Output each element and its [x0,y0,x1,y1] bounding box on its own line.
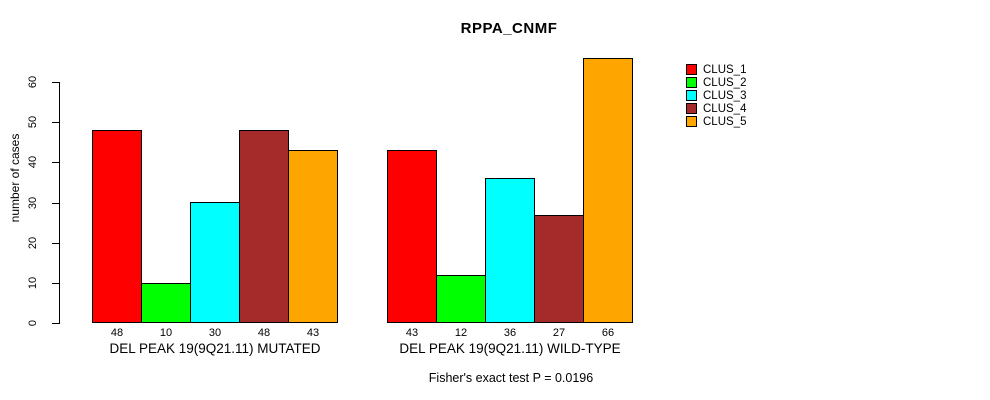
legend-entry-clus_3: CLUS_3 [686,89,746,102]
y-tick-mark [52,323,59,324]
bar-value-label: 48 [257,327,271,339]
bar-clus_1-group2 [387,150,437,323]
legend-label: CLUS_5 [703,115,747,128]
group-label-2: DEL PEAK 19(9Q21.11) WILD-TYPE [399,341,621,356]
legend-label: CLUS_2 [703,76,747,89]
legend-label: CLUS_1 [703,63,747,76]
legend-entry-clus_2: CLUS_2 [686,76,746,89]
y-tick-label: 20 [27,236,39,250]
bar-clus_4-group2 [534,215,584,323]
legend: CLUS_1 CLUS_2 CLUS_3 CLUS_4 CLUS_5 [686,63,746,128]
y-tick-label: 50 [27,115,39,129]
y-axis-label: number of cases [8,133,22,223]
legend-swatch-clus_1 [686,64,697,75]
bar-value-label: 30 [208,327,222,339]
legend-entry-clus_5: CLUS_5 [686,115,746,128]
y-tick-label: 10 [27,276,39,290]
legend-entry-clus_1: CLUS_1 [686,63,746,76]
group-label-1: DEL PEAK 19(9Q21.11) MUTATED [109,341,321,356]
y-tick-label: 0 [27,319,39,327]
y-tick-mark [52,203,59,204]
legend-swatch-clus_3 [686,90,697,101]
bar-clus_4-group1 [239,130,289,323]
y-tick-mark [52,283,59,284]
legend-label: CLUS_4 [703,102,747,115]
y-axis-line [59,82,60,324]
y-tick-mark [52,82,59,83]
legend-swatch-clus_2 [686,77,697,88]
bar-clus_2-group1 [141,283,191,323]
y-tick-label: 60 [27,75,39,89]
y-tick-label: 30 [27,196,39,210]
bar-value-label: 66 [601,327,615,339]
y-tick-mark [52,122,59,123]
legend-swatch-clus_4 [686,103,697,114]
legend-label: CLUS_3 [703,89,747,102]
bar-value-label: 12 [454,327,468,339]
legend-entry-clus_4: CLUS_4 [686,102,746,115]
bar-clus_2-group2 [436,275,486,323]
bar-clus_5-group1 [288,150,338,323]
bar-value-label: 10 [159,327,173,339]
bar-clus_5-group2 [583,58,633,323]
y-tick-label: 40 [27,155,39,169]
bar-clus_3-group1 [190,202,240,323]
chart-title: RPPA_CNMF [460,20,558,37]
bar-value-label: 48 [110,327,124,339]
legend-swatch-clus_5 [686,116,697,127]
bar-value-label: 27 [552,327,566,339]
bar-value-label: 43 [405,327,419,339]
bar-clus_1-group1 [92,130,142,323]
bar-clus_3-group2 [485,178,535,323]
y-tick-mark [52,243,59,244]
bar-value-label: 36 [503,327,517,339]
bar-value-label: 43 [306,327,320,339]
y-tick-mark [52,162,59,163]
fisher-test-annotation: Fisher's exact test P = 0.0196 [428,371,594,385]
